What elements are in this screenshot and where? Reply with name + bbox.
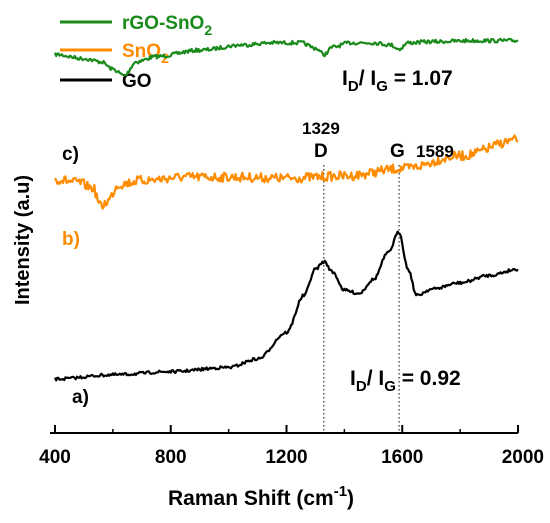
y-axis-label: Intensity (a.u) [12,175,34,305]
legend-label-rgo-sno2: rGO-SnO2 [122,13,212,38]
peak-d-letter: D [314,141,328,162]
curve-label-c: c) [62,144,79,165]
x-ticks: 400 800 1200 1600 2000 [39,425,544,468]
x-tick-label-1600: 1600 [381,447,423,468]
ratio-annotation-top: ID/ IG = 1.07 [342,67,453,95]
peak-g-letter: G [390,141,405,162]
x-tick-label-2000: 2000 [502,447,544,468]
curve-label-a: a) [72,387,89,408]
peak-g-value: 1589 [416,142,454,161]
series-line-rgo-sno2 [53,37,519,77]
legend-label-sno2: SnO2 [122,41,169,66]
x-tick-label-800: 800 [155,447,187,468]
x-tick-label-400: 400 [39,447,71,468]
peak-d-value: 1329 [302,119,340,138]
curve-label-b: b) [62,229,80,250]
series-line-go [53,230,519,382]
series-line-sno2 [54,134,519,210]
ratio-annotation-bottom: ID/ IG = 0.92 [350,367,461,395]
x-axis-label: Raman Shift (cm-1) [168,483,354,510]
legend-label-go: GO [122,71,152,92]
x-tick-label-1200: 1200 [265,447,307,468]
legend: rGO-SnO2 SnO2 GO [60,13,212,92]
